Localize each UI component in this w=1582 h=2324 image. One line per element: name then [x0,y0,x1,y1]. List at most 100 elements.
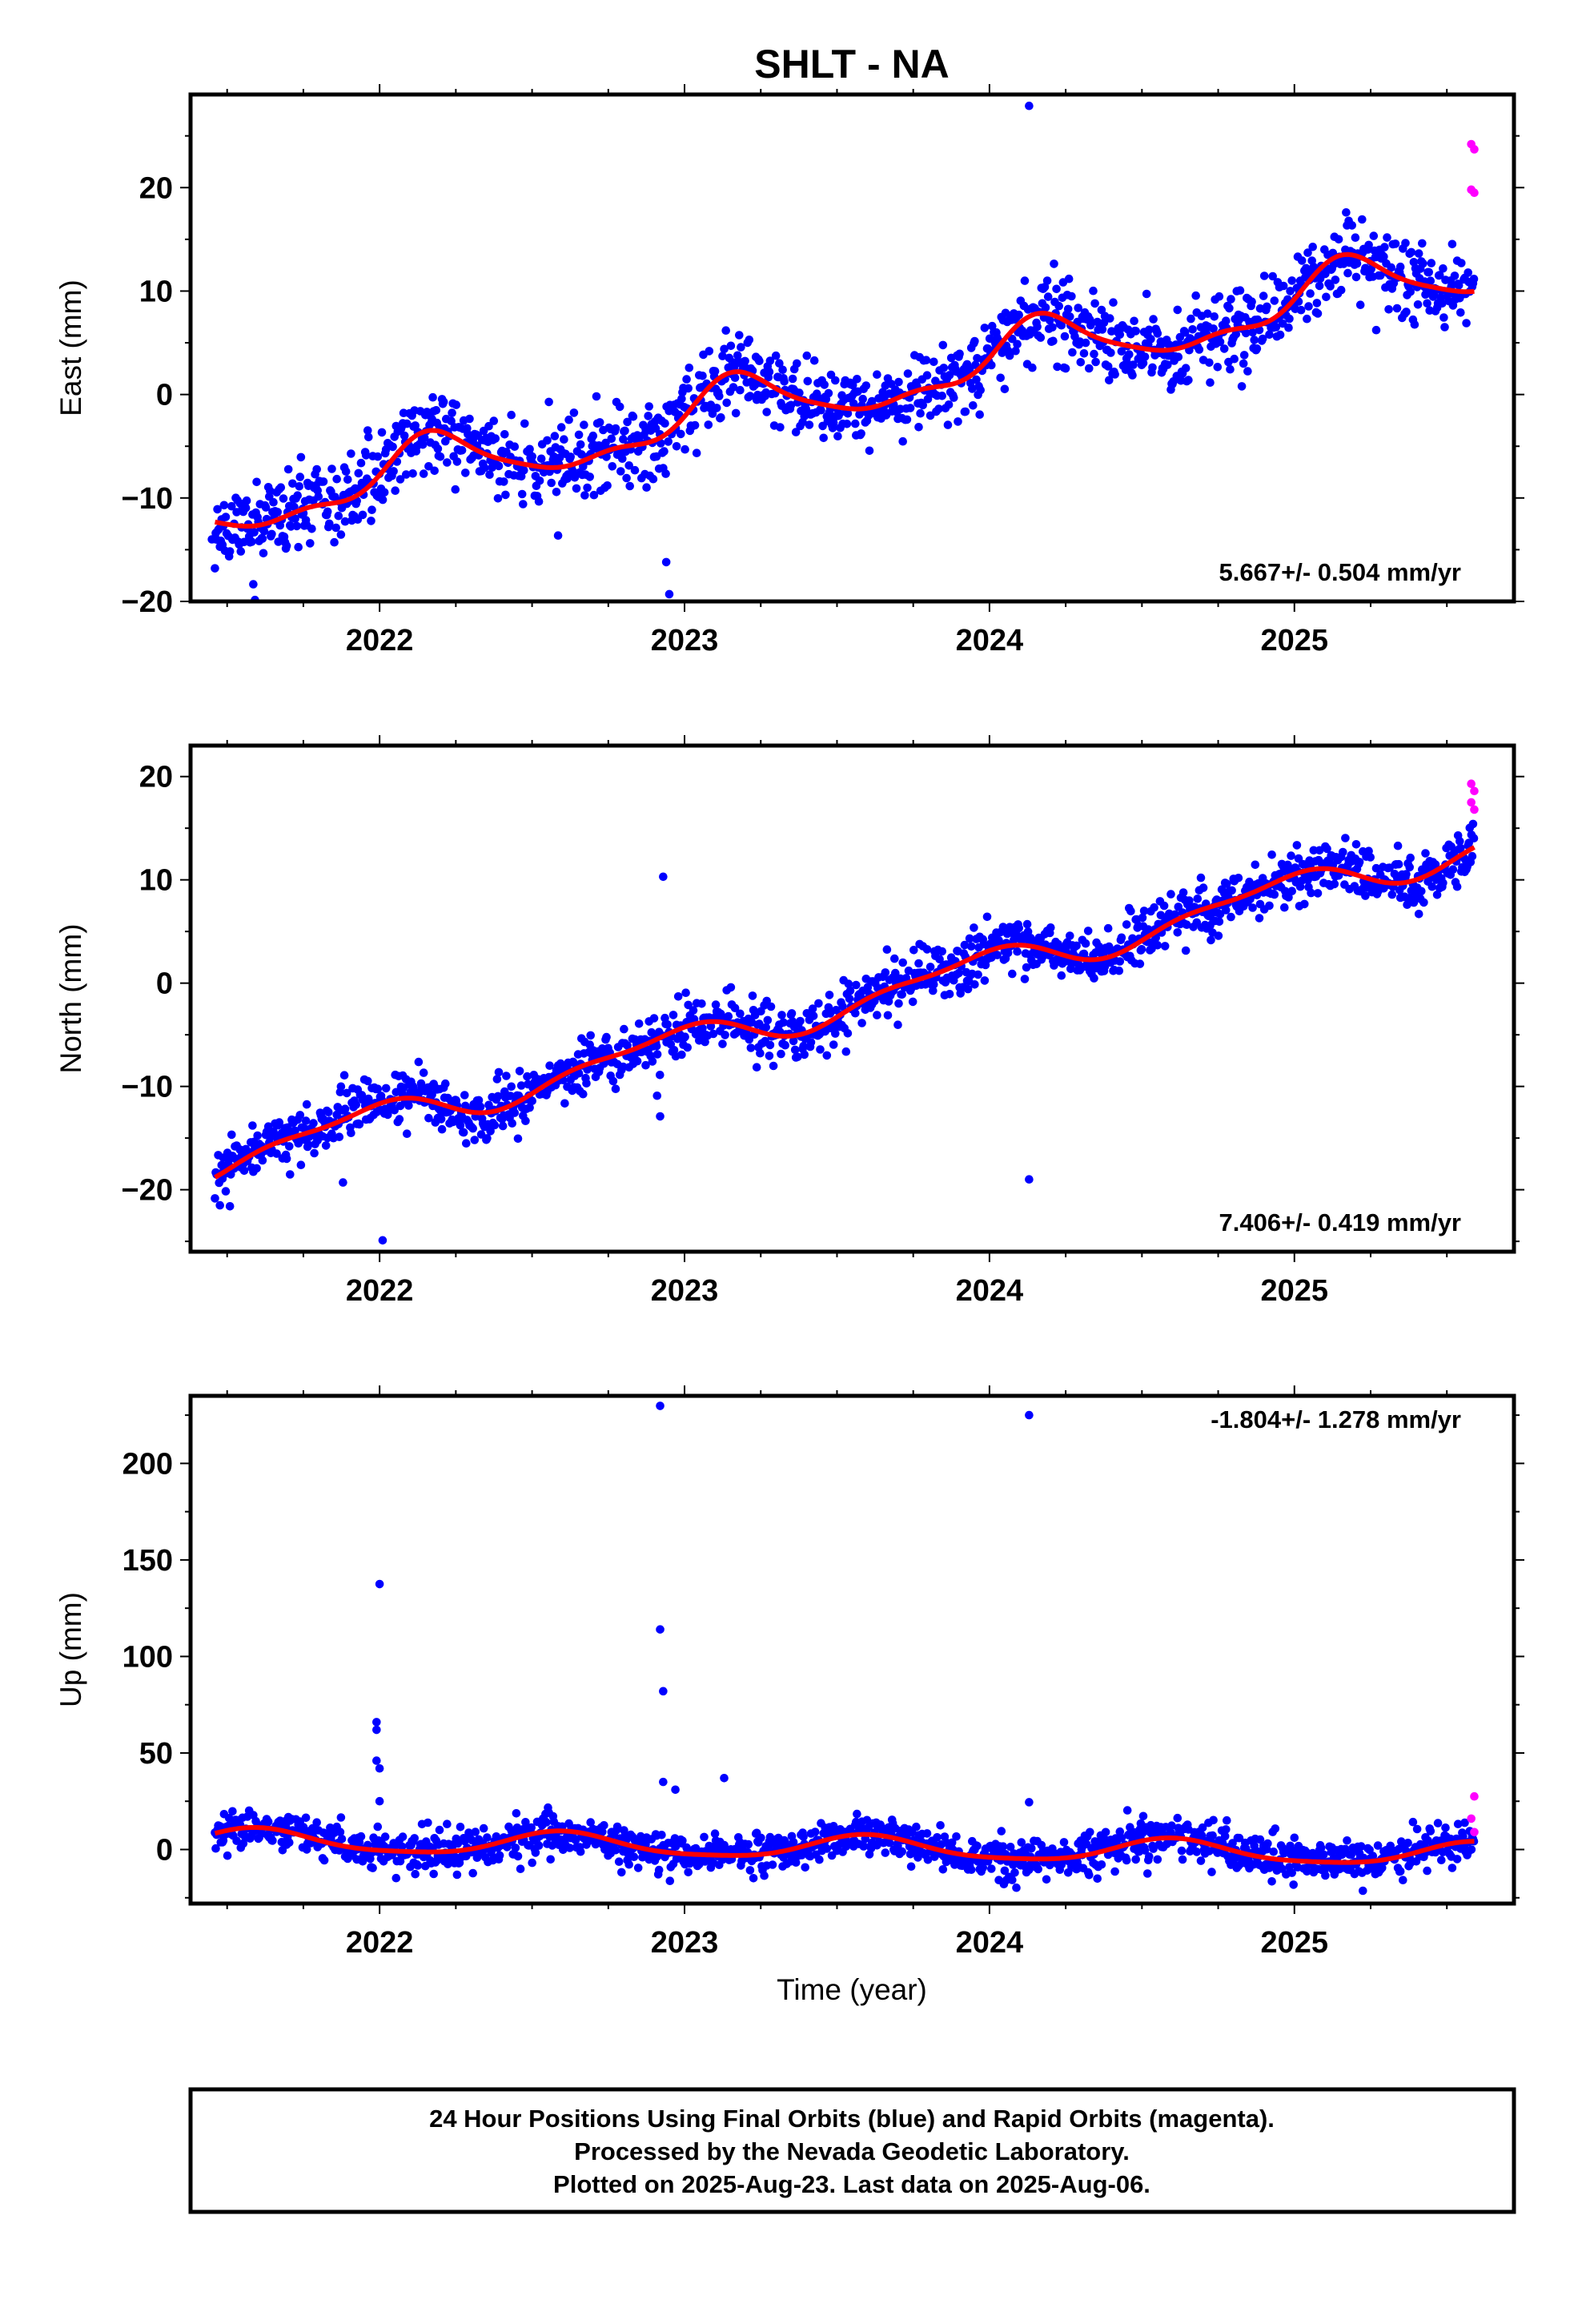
up-panel: 2022 2023 2024 2025 0 50 100 150 200 Up (mm) -1.80… [54,1385,1524,1960]
data-point [881,968,890,977]
data-point [1375,271,1385,280]
data-point [330,537,339,547]
data-point [1402,308,1411,316]
data-point [1196,1856,1206,1865]
data-point [1351,272,1361,282]
data-point [829,1040,838,1049]
data-point [319,1856,329,1865]
data-point [377,428,387,437]
data-point [791,428,801,436]
data-point [641,1060,650,1070]
data-point [465,414,474,424]
data-point [273,508,283,517]
data-point [677,429,685,439]
data-point [1180,328,1190,337]
data-point [898,436,907,446]
data-point [325,519,334,529]
data-point [1352,259,1362,268]
outlier-point [1025,1175,1034,1184]
data-point [717,413,725,422]
data-point [500,430,509,439]
data-point [474,1096,484,1105]
data-point [709,1029,718,1039]
rapid-orbit-point [1467,779,1476,789]
data-point [1126,907,1135,916]
data-point [1131,327,1140,336]
data-point [1066,312,1074,321]
data-point [1248,328,1257,337]
data-point [729,383,738,392]
data-point [799,1832,808,1841]
data-point [516,1864,525,1873]
data-point [1115,957,1125,966]
data-point [664,437,673,446]
data-point [1321,1871,1330,1880]
data-point [336,1813,346,1822]
data-point [489,416,499,425]
data-point [851,1008,860,1018]
data-point [1248,903,1257,912]
x-tick-label: 2022 [346,1274,414,1308]
data-point [1331,275,1340,284]
rapid-orbit-point [1467,1814,1476,1823]
data-point [1130,316,1138,326]
data-point [689,1006,698,1015]
data-point [1426,1827,1435,1835]
data-point [903,369,913,378]
data-point [934,404,943,413]
data-point [1263,1839,1272,1848]
data-point [1347,1850,1355,1860]
data-point [677,1050,686,1059]
data-point [1067,292,1076,301]
data-point [306,539,315,548]
data-point [1391,239,1400,248]
data-point [1192,1848,1202,1856]
data-point [456,1823,465,1831]
data-point [1223,1815,1231,1825]
data-point [239,1839,248,1848]
data-point [1341,834,1350,842]
data-point [356,458,366,468]
data-point [1387,263,1395,272]
data-point [354,468,363,478]
data-point [1468,851,1477,861]
data-point [269,497,278,507]
data-point [1237,382,1247,391]
data-point [611,1084,620,1093]
data-point [623,417,632,427]
data-point [769,1061,778,1071]
outlier-point [656,1401,665,1410]
rate-annotation: -1.804+/- 1.278 mm/yr [1211,1405,1461,1433]
data-point [867,396,877,406]
data-point [761,1023,770,1032]
data-point [873,1011,881,1019]
final-orbit-points [211,1401,1479,1896]
data-point [1419,259,1427,268]
data-point [396,475,405,484]
data-point [321,1141,331,1150]
x-tick-label: 2024 [956,1926,1024,1960]
data-point [517,489,527,499]
x-axis-label: Time (year) [777,1973,927,2006]
data-point [432,406,441,415]
final-orbit-points [207,101,1479,601]
x-tick-label: 2025 [1260,624,1328,657]
data-point [629,1852,639,1861]
outlier-point [339,1178,347,1187]
data-point [498,1121,508,1131]
data-point [1432,891,1442,899]
data-point [973,1841,982,1851]
data-point [1424,267,1433,277]
data-point [616,467,625,476]
data-point [1089,286,1098,296]
data-point [681,444,689,454]
data-point [1343,1836,1351,1845]
data-point [1081,939,1090,948]
data-point [954,968,963,978]
data-point [1214,931,1223,940]
data-point [897,990,906,999]
data-point [418,440,428,449]
data-point [1140,352,1150,361]
data-point [1086,320,1095,330]
x-tick-label: 2024 [956,1274,1024,1308]
